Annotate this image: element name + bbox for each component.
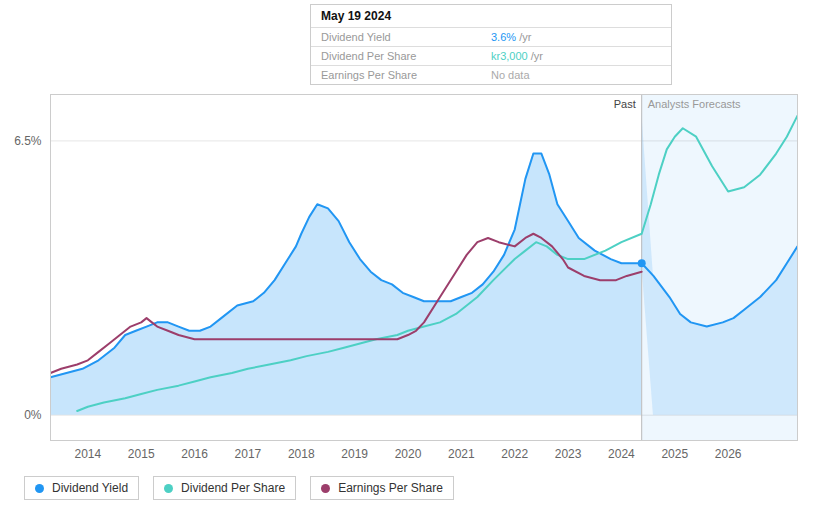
html-text:No data: No data	[491, 69, 530, 81]
svg-text:2019: 2019	[341, 447, 368, 461]
svg-text:2014: 2014	[74, 447, 101, 461]
html-text:kr3,000 /yr: kr3,000 /yr	[491, 50, 543, 62]
svg-text:2017: 2017	[235, 447, 262, 461]
html-text:Dividend Per Share: Dividend Per Share	[181, 481, 286, 495]
html-text:Dividend Per Share: Dividend Per Share	[321, 50, 417, 62]
svg-text:0%: 0%	[24, 408, 42, 422]
svg-text:2025: 2025	[661, 447, 688, 461]
svg-text:2020: 2020	[395, 447, 422, 461]
svg-text:6.5%: 6.5%	[14, 134, 42, 148]
svg-text:2018: 2018	[288, 447, 315, 461]
html-text:Earnings Per Share: Earnings Per Share	[321, 69, 417, 81]
svg-text:2015: 2015	[128, 447, 155, 461]
html-text:Earnings Per Share: Earnings Per Share	[338, 481, 443, 495]
svg-text:2016: 2016	[181, 447, 208, 461]
html-text:Dividend Yield: Dividend Yield	[321, 31, 391, 43]
svg-text:Past: Past	[614, 98, 636, 110]
html-text:3.6% /yr: 3.6% /yr	[491, 31, 532, 43]
svg-text:2026: 2026	[715, 447, 742, 461]
html-text:May 19 2024: May 19 2024	[321, 9, 392, 23]
svg-text:Analysts Forecasts: Analysts Forecasts	[648, 98, 741, 110]
svg-text:2021: 2021	[448, 447, 475, 461]
svg-text:2024: 2024	[608, 447, 635, 461]
svg-text:2022: 2022	[501, 447, 528, 461]
html-text:Dividend Yield: Dividend Yield	[52, 481, 129, 495]
svg-text:2023: 2023	[555, 447, 582, 461]
